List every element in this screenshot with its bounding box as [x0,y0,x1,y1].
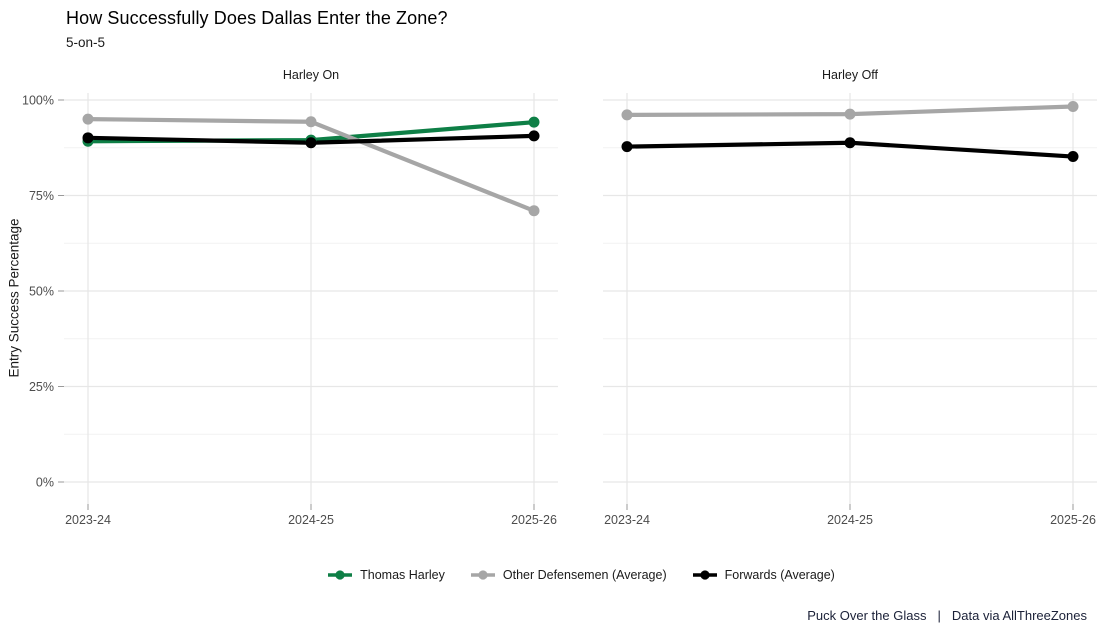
series-point-other-defensemen-average [1067,100,1079,112]
legend-item-other-defensemen-average: Other Defensemen (Average) [470,568,667,582]
series-point-forwards-average [621,141,633,153]
chart-subtitle: 5-on-5 [66,35,106,50]
legend-label: Other Defensemen (Average) [502,568,667,582]
legend-item-forwards-average: Forwards (Average) [692,568,835,582]
y-tick-label: 100% [22,94,54,108]
legend-label: Thomas Harley [360,568,445,582]
legend-key-point [700,570,710,580]
y-tick-label: 25% [29,380,54,394]
chart-canvas: 2023-24 2024-25 2025-26 2023-24 2024-25 2025-… [22,93,1097,527]
legend-key-icon [692,570,717,580]
y-tick-label: 0% [36,476,54,490]
legend-item-thomas-harley: Thomas Harley [328,568,445,582]
caption: Puck Over the Glass | Data via AllThreeZon… [807,608,1087,623]
series-point-other-defensemen-average [528,205,540,217]
series-point-other-defensemen-average [82,113,94,125]
x-tick-label: 2024-25 [827,513,873,527]
facet-panel-harley-on: 2023-24 2024-25 2025-26 [64,93,558,527]
y-axis: 0% 25% 50% 75% 100% [22,94,64,490]
chart-title: How Successfully Does Dallas Enter the Z… [66,8,448,28]
legend-key-point [478,570,488,580]
series-point-forwards-average [844,137,856,149]
legend-key-icon [470,570,495,580]
caption-source: Puck Over the Glass [807,608,927,623]
legend-label: Forwards (Average) [724,568,835,582]
x-tick-label: 2025-26 [1050,513,1096,527]
caption-data-credit: Data via AllThreeZones [951,608,1087,623]
y-tick-label: 50% [29,285,54,299]
caption-separator: | [937,608,941,623]
facet-panel-harley-off: 2023-24 2024-25 2025-26 [603,93,1097,527]
x-tick-label: 2024-25 [288,513,334,527]
legend-key-point [335,570,345,580]
series-point-forwards-average [528,130,540,142]
y-tick-label: 75% [29,189,54,203]
x-tick-label: 2025-26 [511,513,557,527]
facet-label-harley-off: Harley Off [821,68,879,82]
series-point-other-defensemen-average [305,116,317,128]
series-point-forwards-average [305,137,317,149]
series-point-other-defensemen-average [621,109,633,121]
series-point-forwards-average [1067,151,1079,163]
x-tick-label: 2023-24 [604,513,650,527]
legend-key-icon [328,570,353,580]
series-point-thomas-harley [528,116,540,128]
legend: Thomas Harley Other Defensemen (Average) F… [0,568,1103,582]
x-tick-label: 2023-24 [65,513,111,527]
facet-label-harley-on: Harley On [282,68,340,82]
series-point-other-defensemen-average [844,108,856,120]
series-point-forwards-average [82,132,94,144]
